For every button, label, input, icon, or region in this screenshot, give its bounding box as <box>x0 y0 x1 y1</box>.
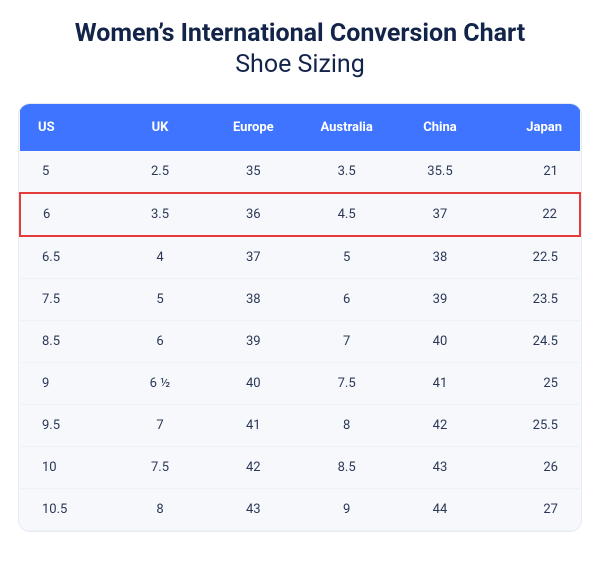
table-cell: 6.5 <box>20 236 113 279</box>
table-cell: 21 <box>487 151 580 193</box>
table-cell: 3.5 <box>300 151 393 193</box>
table-cell: 43 <box>393 446 486 488</box>
table-row: 107.5428.54326 <box>20 446 580 488</box>
table-cell: 37 <box>393 193 486 236</box>
table-cell: 27 <box>487 488 580 530</box>
table-cell: 42 <box>207 446 300 488</box>
table-cell: 5 <box>20 151 113 193</box>
col-uk: UK <box>113 104 206 151</box>
table-header-row: US UK Europe Australia China Japan <box>20 104 580 151</box>
table-cell: 24.5 <box>487 320 580 362</box>
table-cell: 4.5 <box>300 193 393 236</box>
page-title-block: Women’s International Conversion Chart S… <box>18 18 582 81</box>
table-cell: 38 <box>393 236 486 279</box>
table-cell: 5 <box>300 236 393 279</box>
table-body: 52.5353.535.52163.5364.537226.543753822.… <box>20 151 580 531</box>
table-cell: 6 ½ <box>113 362 206 404</box>
table-cell: 2.5 <box>113 151 206 193</box>
table-row: 96 ½407.54125 <box>20 362 580 404</box>
table-cell: 25 <box>487 362 580 404</box>
table-cell: 22.5 <box>487 236 580 279</box>
table-cell: 40 <box>207 362 300 404</box>
table-cell: 5 <box>113 278 206 320</box>
table-cell: 7.5 <box>300 362 393 404</box>
table-cell: 7.5 <box>113 446 206 488</box>
col-china: China <box>393 104 486 151</box>
conversion-table-card: US UK Europe Australia China Japan 52.53… <box>18 103 582 532</box>
table-cell: 38 <box>207 278 300 320</box>
table-cell: 3.5 <box>113 193 206 236</box>
table-cell: 23.5 <box>487 278 580 320</box>
table-cell: 7.5 <box>20 278 113 320</box>
table-cell: 43 <box>207 488 300 530</box>
table-cell: 35 <box>207 151 300 193</box>
table-cell: 39 <box>393 278 486 320</box>
table-cell: 8 <box>113 488 206 530</box>
table-row: 8.563974024.5 <box>20 320 580 362</box>
table-cell: 44 <box>393 488 486 530</box>
table-cell: 22 <box>487 193 580 236</box>
table-cell: 40 <box>393 320 486 362</box>
col-japan: Japan <box>487 104 580 151</box>
table-cell: 7 <box>113 404 206 446</box>
table-cell: 6 <box>20 193 113 236</box>
col-australia: Australia <box>300 104 393 151</box>
title-sub: Shoe Sizing <box>18 49 582 80</box>
col-europe: Europe <box>207 104 300 151</box>
table-cell: 6 <box>113 320 206 362</box>
table-cell: 41 <box>207 404 300 446</box>
table-cell: 35.5 <box>393 151 486 193</box>
table-cell: 7 <box>300 320 393 362</box>
table-row: 6.543753822.5 <box>20 236 580 279</box>
table-cell: 26 <box>487 446 580 488</box>
table-cell: 25.5 <box>487 404 580 446</box>
table-row: 52.5353.535.521 <box>20 151 580 193</box>
table-cell: 9 <box>20 362 113 404</box>
table-row: 10.584394427 <box>20 488 580 530</box>
table-cell: 10 <box>20 446 113 488</box>
table-cell: 36 <box>207 193 300 236</box>
table-row: 63.5364.53722 <box>20 193 580 236</box>
table-cell: 8 <box>300 404 393 446</box>
col-us: US <box>20 104 113 151</box>
table-cell: 8.5 <box>20 320 113 362</box>
table-cell: 39 <box>207 320 300 362</box>
table-cell: 42 <box>393 404 486 446</box>
table-cell: 9 <box>300 488 393 530</box>
table-row: 9.574184225.5 <box>20 404 580 446</box>
table-cell: 41 <box>393 362 486 404</box>
table-cell: 9.5 <box>20 404 113 446</box>
table-cell: 6 <box>300 278 393 320</box>
conversion-table: US UK Europe Australia China Japan 52.53… <box>19 104 581 531</box>
table-row: 7.553863923.5 <box>20 278 580 320</box>
table-cell: 4 <box>113 236 206 279</box>
table-cell: 8.5 <box>300 446 393 488</box>
table-cell: 37 <box>207 236 300 279</box>
table-cell: 10.5 <box>20 488 113 530</box>
title-main: Women’s International Conversion Chart <box>18 18 582 49</box>
